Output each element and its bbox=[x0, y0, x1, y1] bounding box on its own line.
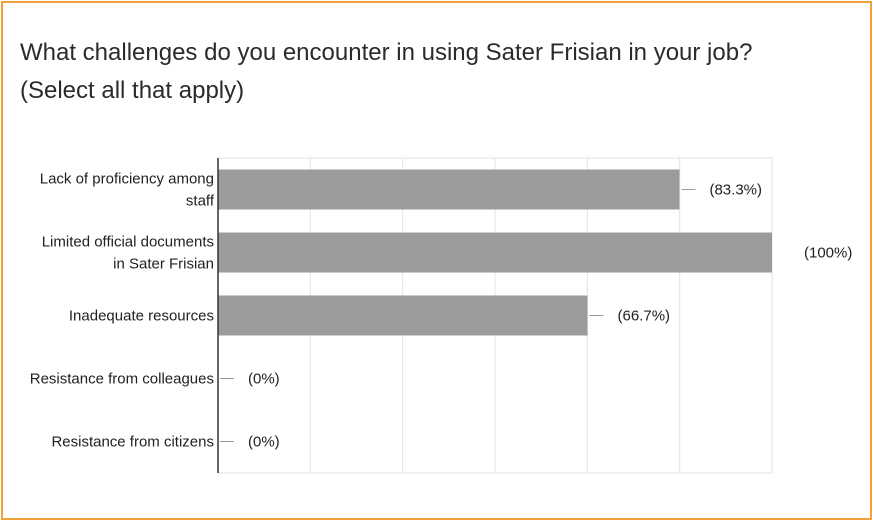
category-label: Resistance from citizens bbox=[51, 434, 214, 451]
bar bbox=[218, 169, 680, 210]
data-label: (83.3%) bbox=[709, 182, 762, 199]
bar bbox=[218, 295, 588, 336]
bar bbox=[218, 232, 772, 273]
chart-title-line-2: (Select all that apply) bbox=[20, 77, 245, 104]
data-label: (0%) bbox=[248, 434, 280, 451]
category-label: in Sater Frisian bbox=[113, 256, 214, 273]
data-label: (66.7%) bbox=[618, 308, 671, 325]
data-label: (0%) bbox=[248, 371, 280, 388]
data-label: (100%) bbox=[804, 245, 852, 262]
category-label: Inadequate resources bbox=[69, 308, 214, 325]
category-label: Limited official documents bbox=[42, 234, 214, 251]
category-label: Resistance from colleagues bbox=[30, 371, 214, 388]
chart-title-line-1: What challenges do you encounter in usin… bbox=[20, 39, 753, 66]
chart-title: What challenges do you encounter in usin… bbox=[20, 34, 850, 110]
category-label: staff bbox=[186, 193, 215, 210]
category-label: Lack of proficiency among bbox=[40, 171, 214, 188]
